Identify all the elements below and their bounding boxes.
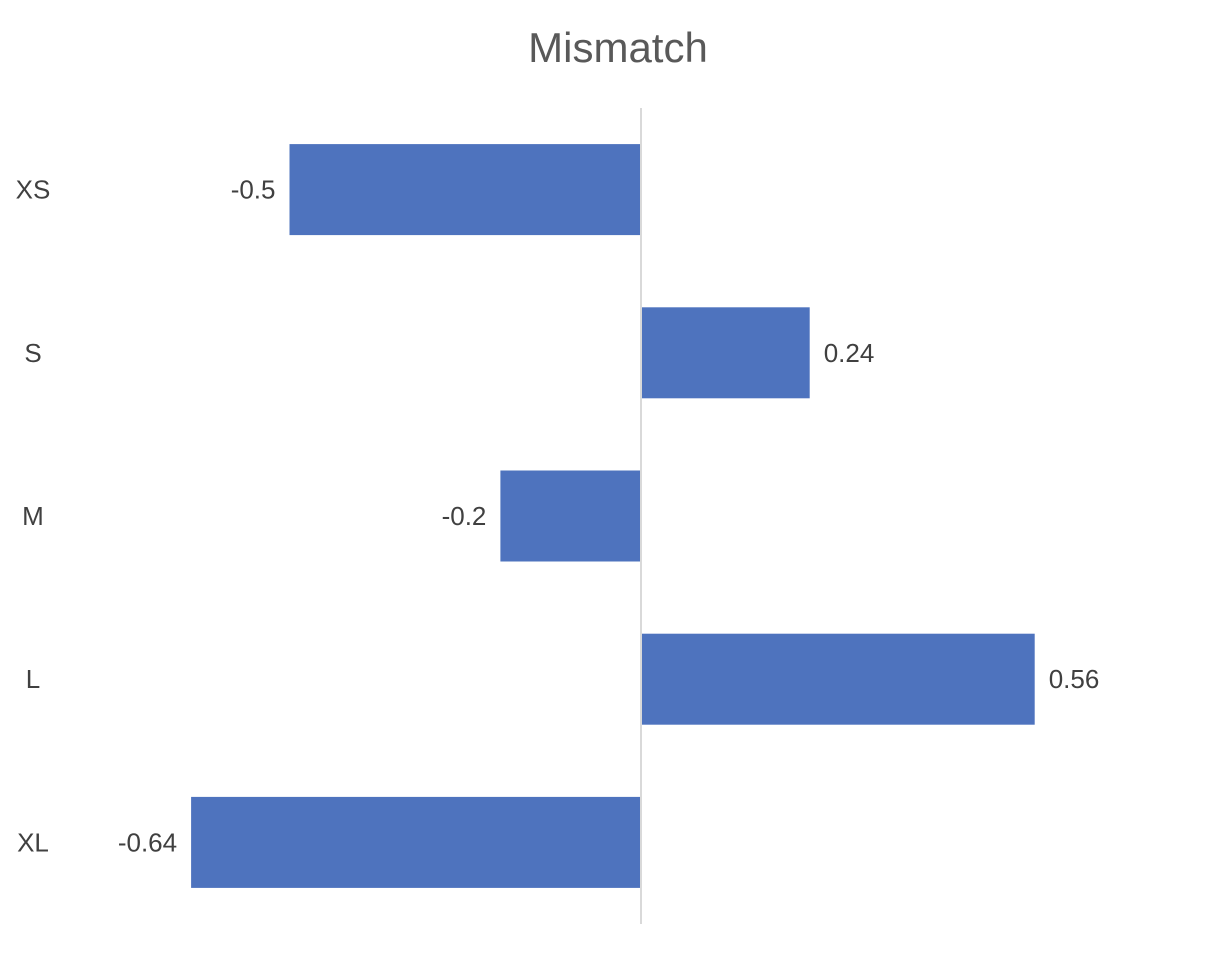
category-label: S [24,338,41,368]
data-label: -0.64 [118,827,177,857]
bar-xl [191,796,641,888]
data-label: -0.5 [231,175,276,205]
labels-layer: XS -0.5 S 0.24 M -0.2 L 0.56 XL -0.64 [16,175,1100,858]
data-label: 0.24 [824,338,875,368]
category-label: XL [17,827,49,857]
bar-s [641,307,810,399]
chart-title: Mismatch [528,24,708,71]
data-label: -0.2 [442,501,487,531]
category-label: L [26,664,40,694]
category-label: M [22,501,44,531]
data-label: 0.56 [1049,664,1100,694]
bar-m [500,470,641,562]
bar-xs [289,144,641,236]
bar-l [641,633,1035,725]
bars-layer [191,144,1035,888]
category-label: XS [16,175,51,205]
